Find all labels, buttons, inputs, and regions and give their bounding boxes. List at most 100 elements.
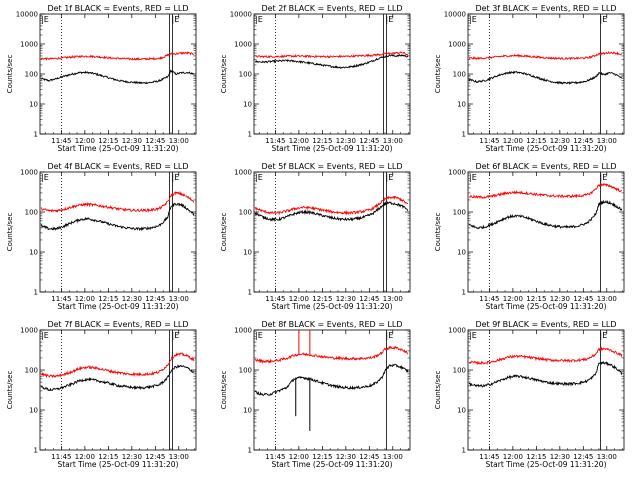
y-tick-label: 10 bbox=[457, 249, 466, 257]
x-tick-label: 13:00 bbox=[169, 295, 189, 303]
x-tick-label: 11:45 bbox=[51, 137, 71, 145]
series-line-events bbox=[40, 69, 195, 85]
x-tick-label: 11:45 bbox=[51, 453, 71, 461]
y-tick-label: 100 bbox=[25, 71, 38, 79]
series-line-events bbox=[254, 53, 409, 69]
y-tick-label: 10000 bbox=[230, 11, 252, 19]
y-tick-label: 100 bbox=[239, 367, 252, 375]
y-axis-label: Counts/sec bbox=[6, 371, 14, 410]
x-tick-label: 12:15 bbox=[98, 453, 118, 461]
y-axis-label: Counts/sec bbox=[6, 213, 14, 252]
y-axis-label: Counts/sec bbox=[434, 371, 442, 410]
y-tick-label: 10 bbox=[29, 249, 38, 257]
x-tick-label: 11:45 bbox=[479, 137, 499, 145]
x-tick-label: 11:45 bbox=[265, 137, 285, 145]
panel-title: Det 7f BLACK = Events, RED = LLD bbox=[47, 320, 188, 329]
y-tick-label: 1000 bbox=[234, 169, 252, 177]
series-line-lld bbox=[40, 191, 195, 213]
y-tick-label: 1 bbox=[34, 289, 38, 297]
x-tick-label: 12:30 bbox=[550, 295, 570, 303]
y-tick-label: 10 bbox=[243, 249, 252, 257]
x-axis-label: Start Time (25-Oct-09 11:31:20) bbox=[57, 144, 178, 153]
panel-title: Det 4f BLACK = Events, RED = LLD bbox=[47, 162, 188, 171]
series-line-events bbox=[40, 202, 195, 232]
series-line-events bbox=[40, 363, 195, 392]
flag-mark: |E bbox=[600, 15, 608, 24]
series-line-lld bbox=[40, 51, 195, 61]
panel-det-4: Det 4f BLACK = Events, RED = LLD 1 10 100 10… bbox=[6, 162, 197, 311]
plot-frame bbox=[253, 329, 411, 451]
series-line-lld bbox=[468, 346, 623, 366]
plot-frame bbox=[39, 329, 197, 451]
y-tick-label: 1 bbox=[462, 131, 466, 139]
x-tick-label: 12:15 bbox=[526, 453, 546, 461]
flag-mark: |E bbox=[386, 15, 394, 24]
plot-frame bbox=[39, 171, 197, 293]
panel-title: Det 2f BLACK = Events, RED = LLD bbox=[261, 4, 402, 13]
y-axis-label: Counts/sec bbox=[220, 371, 228, 410]
y-tick-label: 1000 bbox=[20, 169, 38, 177]
y-tick-label: 1000 bbox=[448, 41, 466, 49]
y-tick-label: 1 bbox=[248, 131, 252, 139]
y-tick-label: 10000 bbox=[16, 11, 38, 19]
y-tick-label: 10 bbox=[29, 101, 38, 109]
x-axis-label: Start Time (25-Oct-09 11:31:20) bbox=[485, 302, 606, 311]
x-tick-label: 12:30 bbox=[550, 453, 570, 461]
y-axis-label: Counts/sec bbox=[6, 55, 14, 94]
series-line-events bbox=[468, 199, 623, 230]
y-tick-label: 10 bbox=[457, 407, 466, 415]
y-tick-label: 100 bbox=[239, 71, 252, 79]
flag-mark: |E bbox=[41, 173, 49, 182]
y-axis-label: Counts/sec bbox=[220, 213, 228, 252]
x-tick-label: 13:00 bbox=[169, 137, 189, 145]
flag-mark: |E bbox=[172, 331, 180, 340]
x-tick-label: 12:00 bbox=[503, 137, 523, 145]
y-tick-label: 1000 bbox=[234, 327, 252, 335]
x-tick-label: 12:45 bbox=[145, 295, 165, 303]
x-tick-label: 12:30 bbox=[336, 137, 356, 145]
y-tick-label: 1 bbox=[34, 447, 38, 455]
panel-det-6: Det 6f BLACK = Events, RED = LLD 1 10 100 10… bbox=[434, 162, 625, 311]
y-tick-label: 1 bbox=[34, 131, 38, 139]
y-tick-label: 1000 bbox=[20, 41, 38, 49]
x-tick-label: 12:00 bbox=[75, 453, 95, 461]
x-tick-label: 12:30 bbox=[122, 137, 142, 145]
x-tick-label: 12:15 bbox=[312, 453, 332, 461]
y-tick-label: 1000 bbox=[20, 327, 38, 335]
y-tick-label: 10 bbox=[243, 407, 252, 415]
plot-frame bbox=[467, 329, 625, 451]
y-tick-label: 1 bbox=[248, 447, 252, 455]
panel-det-2: Det 2f BLACK = Events, RED = LLD 1 10 100 10… bbox=[220, 4, 411, 153]
x-tick-label: 12:00 bbox=[75, 295, 95, 303]
y-axis-label: Counts/sec bbox=[434, 55, 442, 94]
x-axis-label: Start Time (25-Oct-09 11:31:20) bbox=[271, 144, 392, 153]
flag-mark: |E bbox=[386, 173, 394, 182]
series-line-events bbox=[254, 201, 409, 223]
x-tick-label: 12:30 bbox=[336, 295, 356, 303]
x-tick-label: 13:00 bbox=[597, 137, 617, 145]
x-tick-label: 13:00 bbox=[383, 295, 403, 303]
panel-det-3: Det 3f BLACK = Events, RED = LLD 1 10 100 10… bbox=[434, 4, 625, 153]
x-tick-label: 12:45 bbox=[145, 137, 165, 145]
x-tick-label: 11:45 bbox=[479, 453, 499, 461]
x-tick-label: 13:00 bbox=[383, 453, 403, 461]
x-tick-label: 12:00 bbox=[289, 453, 309, 461]
series-line-lld bbox=[468, 50, 622, 61]
series-line-lld bbox=[254, 345, 409, 364]
x-tick-label: 12:30 bbox=[122, 453, 142, 461]
panel-title: Det 1f BLACK = Events, RED = LLD bbox=[47, 4, 188, 13]
x-tick-label: 12:30 bbox=[122, 295, 142, 303]
x-tick-label: 12:15 bbox=[526, 137, 546, 145]
flag-mark: |E bbox=[255, 331, 263, 340]
x-axis-label: Start Time (25-Oct-09 11:31:20) bbox=[485, 144, 606, 153]
y-tick-label: 10 bbox=[243, 101, 252, 109]
x-tick-label: 12:00 bbox=[503, 453, 523, 461]
x-tick-label: 12:45 bbox=[573, 137, 593, 145]
y-tick-label: 1000 bbox=[448, 169, 466, 177]
flag-mark: |E bbox=[41, 15, 49, 24]
x-tick-label: 12:15 bbox=[312, 295, 332, 303]
panel-det-9: Det 9f BLACK = Events, RED = LLD 1 10 100 10… bbox=[434, 320, 625, 469]
x-tick-label: 13:00 bbox=[597, 295, 617, 303]
x-tick-label: 13:00 bbox=[597, 453, 617, 461]
series-line-events bbox=[254, 363, 409, 397]
